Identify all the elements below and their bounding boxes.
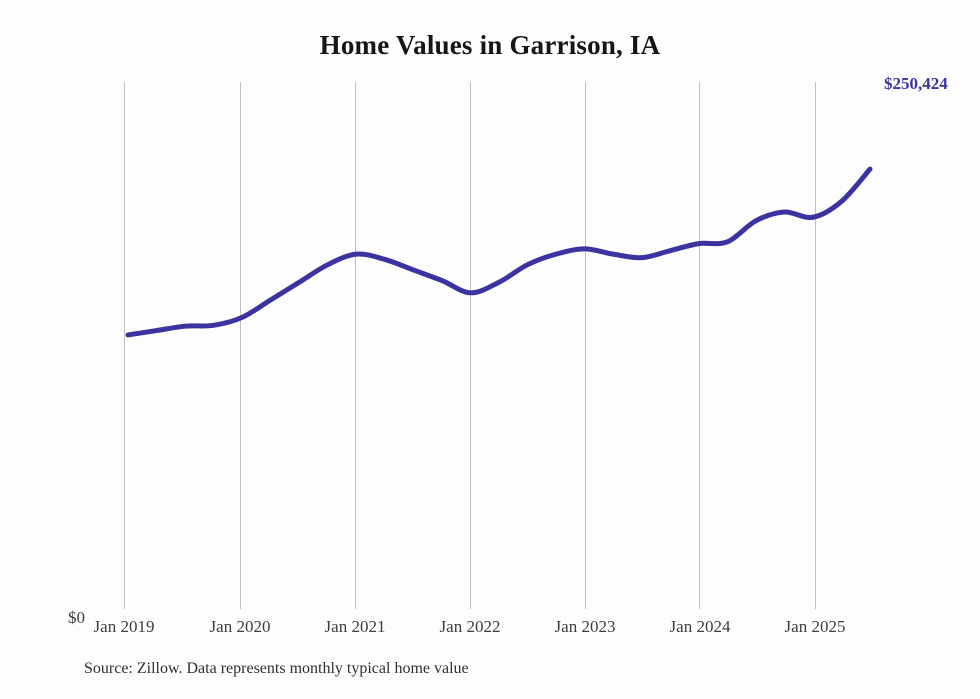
xtick-label-jan-2022: Jan 2022 [439, 617, 501, 636]
xtick-label-jan-2025: Jan 2025 [784, 617, 846, 636]
y-axis-zero-label: $0 [68, 608, 85, 627]
value-line-series [125, 166, 873, 338]
xtick-label-jan-2021: Jan 2021 [324, 617, 386, 636]
xtick-label-jan-2024: Jan 2024 [669, 617, 731, 636]
xtick-label-jan-2019: Jan 2019 [93, 617, 155, 636]
chart-title: Home Values in Garrison, IA [319, 30, 661, 60]
xtick-label-jan-2023: Jan 2023 [554, 617, 616, 636]
end-value-label: $250,424 [884, 74, 948, 93]
gridlines [124, 82, 816, 609]
xtick-label-jan-2020: Jan 2020 [209, 617, 271, 636]
source-note: Source: Zillow. Data represents monthly … [84, 660, 469, 677]
